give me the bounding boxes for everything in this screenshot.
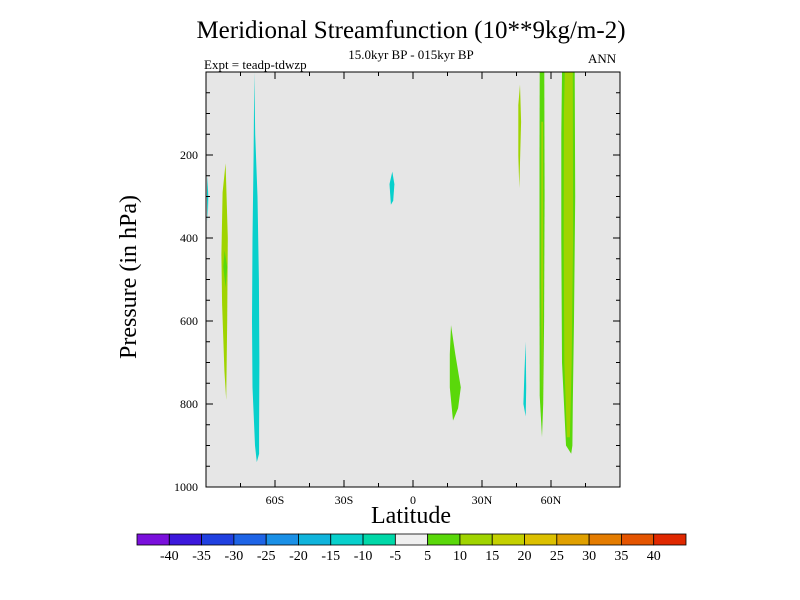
y-tick-label: 800: [180, 397, 198, 411]
colorbar: -40 -35 -30 -25 -20 -15 -10 -5 5 10 15 20 25 30 35 40: [136, 533, 687, 564]
colorbar-label: 30: [582, 549, 596, 564]
colorbar-label: 40: [647, 549, 661, 564]
colorbar-label: -35: [192, 549, 211, 564]
colorbar-swatch: [621, 533, 655, 546]
x-tick-label: 30N: [472, 493, 493, 507]
colorbar-label: 15: [485, 549, 499, 564]
colorbar-swatch: [298, 533, 332, 546]
colorbar-swatch: [556, 533, 590, 546]
colorbar-swatch: [201, 533, 235, 546]
colorbar-swatch: [459, 533, 493, 546]
colorbar-label: 5: [424, 549, 431, 564]
y-tick-label: 600: [180, 314, 198, 328]
chart-title: Meridional Streamfunction (10**9kg/m-2): [196, 17, 626, 44]
colorbar-swatch: [653, 533, 687, 546]
region-subtropic-green-blob: [449, 325, 461, 421]
colorbar-swatch: [233, 533, 267, 546]
experiment-label: Expt = teadp-tdwzp: [204, 57, 307, 72]
x-tick-label: 60N: [541, 493, 562, 507]
x-tick-label: 30S: [335, 493, 354, 507]
region-sh-green-core: [223, 250, 228, 288]
x-axis-label: Latitude: [371, 503, 451, 529]
colorbar-swatch: [427, 533, 461, 546]
axis-ticks: [205, 71, 621, 488]
colorbar-label: -25: [257, 549, 276, 564]
region-nh-green-narrow: [518, 84, 522, 189]
colorbar-label: -30: [225, 549, 244, 564]
colorbar-label: 20: [518, 549, 532, 564]
y-tick-label: 1000: [174, 480, 198, 494]
x-tick-label: 0: [410, 493, 416, 507]
plot-area: [206, 72, 620, 487]
x-tick-label: 60S: [266, 493, 285, 507]
region-tropic-teal-blob: [389, 171, 395, 205]
region-sh-teal-edge: [206, 175, 209, 222]
colorbar-swatch: [362, 533, 396, 546]
colorbar-label: 25: [550, 549, 564, 564]
colorbar-swatch: [524, 533, 558, 546]
region-nh-teal-narrow: [523, 341, 527, 417]
y-tick-label: 200: [180, 148, 198, 162]
region-sh-teal-column: [252, 72, 260, 463]
chart-subtitle: 15.0kyr BP - 015kyr BP: [348, 47, 474, 62]
colorbar-label: -10: [354, 549, 373, 564]
colorbar-swatch: [265, 533, 299, 546]
colorbar-label: -15: [321, 549, 340, 564]
colorbar-swatch: [394, 533, 429, 546]
region-nh-yellow-column-b: [563, 72, 574, 438]
colorbar-swatch: [136, 533, 170, 546]
contour-regions: [206, 72, 576, 463]
region-sh-green-band: [221, 163, 228, 400]
colorbar-label: -20: [289, 549, 308, 564]
colorbar-label: -5: [390, 549, 402, 564]
region-nh-yellow-column-a: [541, 121, 544, 413]
colorbar-swatch: [330, 533, 364, 546]
y-tick-label: 400: [180, 231, 198, 245]
colorbar-swatch: [588, 533, 622, 546]
colorbar-swatch: [491, 533, 525, 546]
colorbar-label: 10: [453, 549, 467, 564]
colorbar-swatch: [168, 533, 202, 546]
axis-tick-labels: 60S 30S 0 30N 60N 200 400 600 800 1000: [174, 148, 562, 507]
colorbar-label: -40: [160, 549, 179, 564]
season-label: ANN: [588, 51, 617, 66]
colorbar-label: 35: [614, 549, 628, 564]
